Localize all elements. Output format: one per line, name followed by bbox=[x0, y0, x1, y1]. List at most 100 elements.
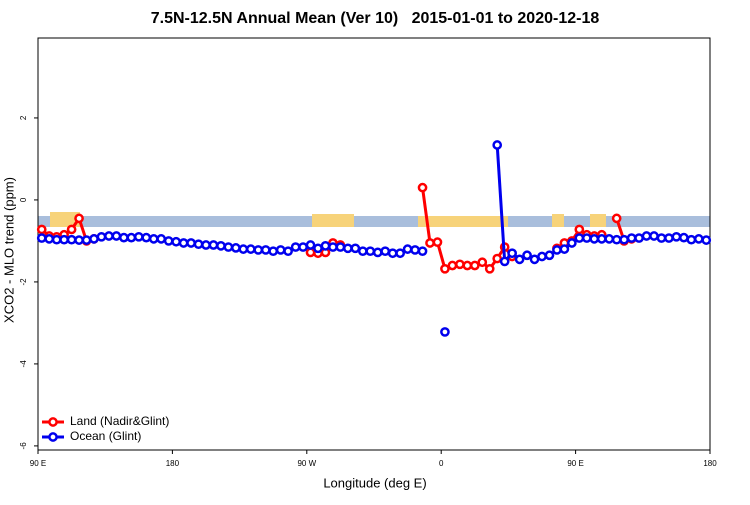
legend-marker bbox=[48, 417, 58, 427]
band bbox=[38, 216, 710, 227]
data-point bbox=[223, 242, 234, 252]
data-point bbox=[507, 248, 517, 259]
data-point bbox=[260, 245, 271, 255]
x-tick-label: 90 W bbox=[297, 459, 316, 468]
data-point bbox=[671, 231, 682, 242]
data-point bbox=[455, 259, 465, 270]
legend-label: Ocean (Glint) bbox=[70, 429, 141, 443]
legend-label: Land (Nadir&Glint) bbox=[70, 414, 169, 428]
data-point bbox=[320, 240, 331, 251]
data-point bbox=[283, 246, 293, 257]
data-point bbox=[402, 244, 413, 254]
land-mask-band bbox=[38, 212, 710, 227]
data-point bbox=[462, 260, 473, 271]
data-point bbox=[395, 248, 405, 259]
data-point bbox=[537, 251, 547, 262]
data-point bbox=[440, 263, 450, 274]
data-point bbox=[417, 182, 428, 193]
data-point bbox=[245, 244, 256, 254]
data-point bbox=[469, 260, 480, 271]
y-tick-label: -2 bbox=[19, 278, 28, 286]
data-point bbox=[417, 246, 428, 257]
data-point bbox=[119, 232, 129, 243]
data-point bbox=[290, 242, 301, 252]
data-point bbox=[641, 231, 652, 241]
data-point bbox=[574, 224, 585, 235]
series-line bbox=[495, 144, 707, 266]
y-tick-label: 0 bbox=[19, 197, 28, 202]
data-point bbox=[492, 253, 503, 264]
data-point bbox=[626, 233, 637, 243]
data-point bbox=[410, 245, 420, 255]
chart-title: 7.5N-12.5N Annual Mean (Ver 10) 2015-01-… bbox=[151, 10, 600, 27]
data-point bbox=[238, 244, 249, 254]
y-tick-label: -4 bbox=[19, 360, 28, 368]
data-point bbox=[305, 240, 316, 250]
data-point bbox=[649, 231, 659, 241]
data-point bbox=[51, 234, 62, 245]
data-point bbox=[111, 231, 122, 241]
land-patch bbox=[552, 214, 564, 227]
data-point bbox=[544, 250, 555, 261]
data-point bbox=[216, 240, 226, 251]
data-point bbox=[574, 233, 585, 243]
data-point bbox=[328, 242, 338, 252]
data-point bbox=[589, 234, 600, 244]
data-point bbox=[208, 240, 219, 250]
data-point bbox=[81, 235, 92, 245]
data-point bbox=[492, 140, 503, 150]
data-point bbox=[619, 234, 629, 245]
x-tick-label: 90 E bbox=[30, 459, 46, 468]
data-point bbox=[372, 247, 383, 258]
data-point bbox=[380, 246, 391, 257]
data-point bbox=[74, 235, 84, 245]
data-point bbox=[357, 246, 368, 257]
data-point bbox=[425, 238, 435, 248]
land-patch bbox=[418, 216, 508, 227]
data-point bbox=[74, 213, 84, 224]
data-point bbox=[178, 238, 189, 248]
data-point bbox=[440, 327, 450, 337]
data-point bbox=[432, 237, 443, 248]
land-patch bbox=[312, 214, 354, 227]
data-point bbox=[611, 234, 622, 245]
data-point bbox=[611, 213, 622, 224]
data-point bbox=[96, 231, 107, 242]
data-point bbox=[44, 234, 55, 244]
data-point bbox=[559, 244, 570, 254]
legend-marker bbox=[48, 432, 58, 442]
y-tick-label: -6 bbox=[19, 442, 28, 450]
data-point bbox=[686, 234, 697, 245]
data-point bbox=[335, 242, 346, 252]
data-point bbox=[343, 243, 353, 254]
data-point bbox=[634, 233, 644, 243]
data-point bbox=[529, 254, 540, 265]
data-point bbox=[596, 234, 607, 244]
data-point bbox=[664, 233, 674, 243]
data-point bbox=[36, 233, 47, 243]
data-point bbox=[604, 234, 615, 244]
x-tick-label: 90 E bbox=[567, 459, 583, 468]
data-point bbox=[36, 224, 47, 235]
data-point bbox=[484, 263, 495, 274]
data-point bbox=[313, 243, 323, 254]
data-point bbox=[126, 232, 137, 243]
data-point bbox=[387, 248, 398, 259]
data-point bbox=[365, 246, 376, 257]
legend: Land (Nadir&Glint)Ocean (Glint) bbox=[42, 414, 169, 443]
data-point bbox=[66, 234, 77, 245]
plot-frame bbox=[37, 37, 711, 451]
data-point bbox=[268, 246, 279, 257]
land-patch bbox=[590, 214, 606, 227]
data-point bbox=[156, 234, 167, 244]
data-point bbox=[581, 233, 592, 243]
data-point bbox=[567, 238, 577, 248]
land-patch bbox=[50, 212, 80, 227]
data-point bbox=[66, 224, 77, 235]
x-tick-label: 180 bbox=[703, 459, 717, 468]
x-tick-label: 180 bbox=[166, 459, 180, 468]
data-point bbox=[477, 257, 488, 268]
data-point bbox=[141, 232, 152, 243]
data-point bbox=[163, 236, 174, 246]
